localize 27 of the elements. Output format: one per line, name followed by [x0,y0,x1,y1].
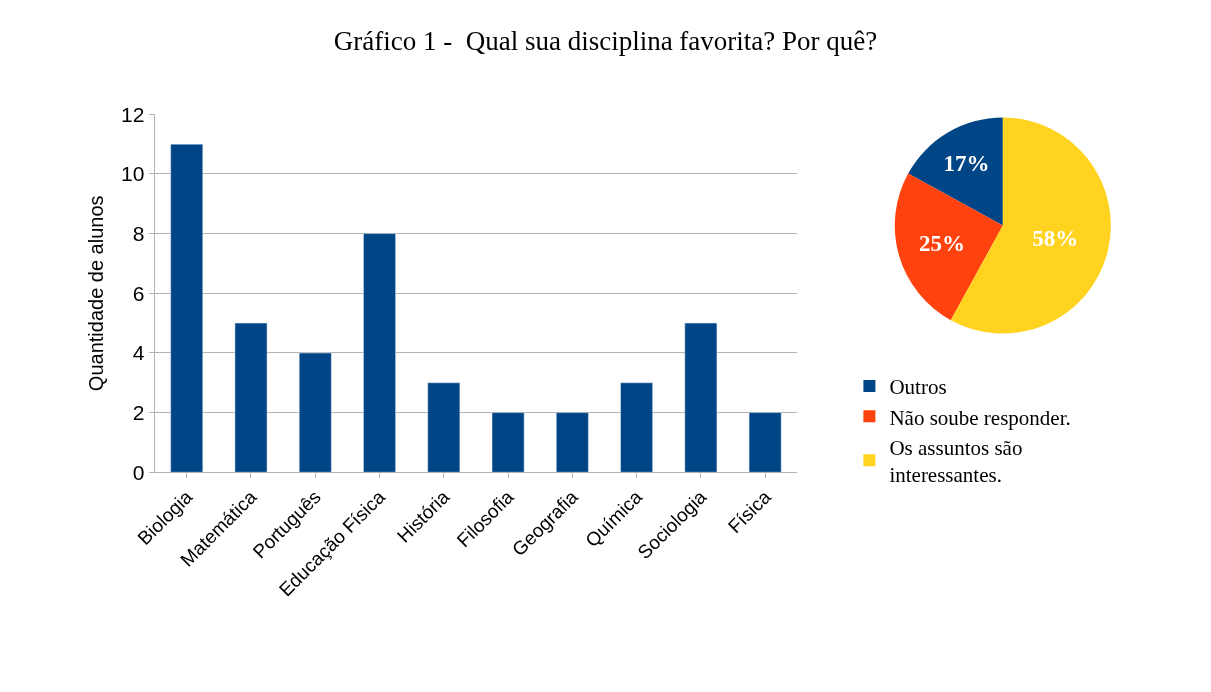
y-tick-label: 6 [132,281,145,305]
pie-slice [894,173,1003,321]
bar [427,382,461,473]
bar [170,143,204,473]
bar [234,322,268,473]
data-label: 25% [919,230,966,256]
data-label: 17% [943,151,990,177]
legend-label: Não soube responder. [889,405,1071,430]
y-tick-label: 10 [121,162,145,186]
y-tick-label: 4 [132,341,145,365]
bar [748,412,782,473]
chart-title: Gráfico 1 - Qual sua disciplina favorita? Por quê? [333,26,878,57]
data-label: 58% [1032,226,1079,252]
bar [620,382,653,473]
y-axis-title: Quantidade de alunos [84,195,107,392]
legend-label: Os assuntos são interessantes. [889,435,1023,488]
y-tick-label: 12 [121,102,145,126]
bar [363,233,396,473]
y-tick-label: 2 [132,400,145,424]
bar [298,352,332,473]
pie-slice [908,117,1003,226]
legend-label: Outros [889,375,947,400]
y-tick-label: 8 [132,221,145,245]
bar [491,412,525,473]
bar [684,322,718,473]
y-tick-label: 0 [132,460,145,484]
bar [556,412,589,473]
